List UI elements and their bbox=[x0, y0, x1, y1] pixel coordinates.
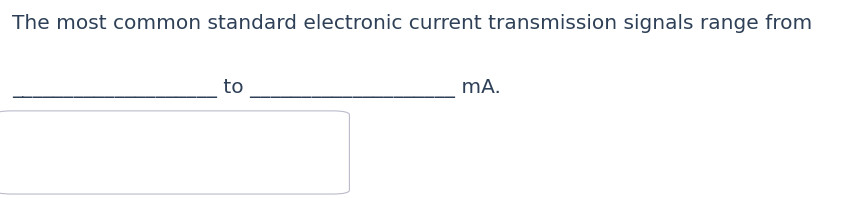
Text: ____________________ to ____________________ mA.: ____________________ to ________________… bbox=[12, 79, 500, 98]
FancyBboxPatch shape bbox=[0, 111, 349, 194]
Text: The most common standard electronic current transmission signals range from: The most common standard electronic curr… bbox=[12, 14, 812, 33]
